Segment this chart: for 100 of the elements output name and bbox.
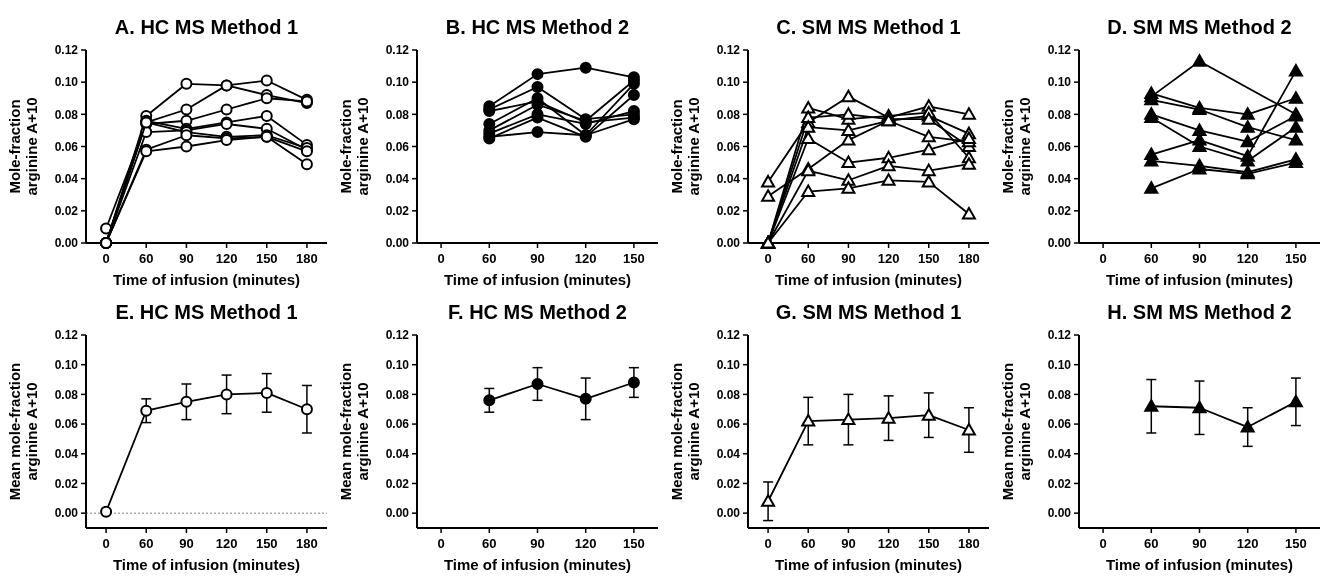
- x-axis-title: Time of infusion (minutes): [443, 271, 632, 288]
- x-tick-label: 120: [1236, 251, 1259, 266]
- y-tick-label: 0.10: [1047, 75, 1072, 90]
- x-tick-label: 120: [574, 251, 597, 266]
- x-tick-label: 60: [139, 251, 154, 266]
- y-axis-title: Mean mole-fraction arginine A+10: [5, 362, 40, 501]
- y-tick-label: 0.12: [716, 43, 741, 58]
- y-axis-title: Mean mole-fraction arginine A+10: [998, 362, 1033, 501]
- y-tick-label: 0.06: [716, 417, 741, 432]
- y-tick-label: 0.02: [385, 476, 410, 491]
- y-tick-label: 0.08: [716, 387, 741, 402]
- y-tick-label: 0.00: [54, 236, 79, 251]
- y-tick-label: 0.12: [54, 43, 79, 58]
- y-tick-label: 0.00: [54, 506, 79, 521]
- x-tick-label: 0: [102, 251, 110, 266]
- y-tick-label: 0.04: [716, 171, 741, 186]
- x-tick-label: 90: [179, 536, 194, 551]
- x-tick-label: 90: [1192, 536, 1207, 551]
- x-tick-label: 0: [1099, 251, 1107, 266]
- chart-title: F. HC MS Method 2: [448, 301, 627, 323]
- y-tick-label: 0.12: [54, 328, 79, 343]
- y-tick-label: 0.04: [54, 446, 79, 461]
- y-tick-label: 0.06: [54, 417, 79, 432]
- x-tick-label: 90: [841, 536, 856, 551]
- y-tick-label: 0.02: [1047, 476, 1072, 491]
- y-tick-label: 0.04: [1047, 171, 1072, 186]
- x-tick-label: 180: [958, 251, 980, 266]
- x-axis-title: Time of infusion (minutes): [1105, 556, 1294, 573]
- y-tick-label: 0.08: [1047, 387, 1072, 402]
- x-tick-label: 60: [482, 536, 497, 551]
- y-tick-label: 0.08: [716, 107, 741, 122]
- y-tick-label: 0.10: [54, 75, 79, 90]
- y-axis-title: Mole-fraction arginine A+10: [5, 97, 40, 196]
- y-tick-label: 0.04: [385, 446, 410, 461]
- y-tick-label: 0.10: [716, 357, 741, 372]
- y-tick-label: 0.02: [54, 204, 79, 219]
- y-tick-label: 0.12: [385, 328, 410, 343]
- y-tick-label: 0.04: [385, 171, 410, 186]
- chart-title: B. HC MS Method 2: [445, 16, 630, 38]
- y-tick-label: 0.04: [716, 446, 741, 461]
- x-axis-title: Time of infusion (minutes): [1105, 271, 1294, 288]
- chart-title: H. SM MS Method 2: [1107, 301, 1292, 323]
- x-tick-label: 0: [764, 536, 772, 551]
- y-tick-label: 0.10: [54, 357, 79, 372]
- y-axis-title: Mean mole-fraction arginine A+10: [667, 362, 702, 501]
- x-tick-label: 60: [139, 536, 154, 551]
- y-tick-label: 0.02: [716, 204, 741, 219]
- y-axis-title: Mole-fraction arginine A+10: [336, 97, 371, 196]
- y-tick-label: 0.10: [716, 75, 741, 90]
- y-tick-label: 0.12: [1047, 328, 1072, 343]
- x-tick-label: 180: [296, 251, 318, 266]
- x-tick-label: 150: [255, 536, 278, 551]
- x-tick-label: 120: [1236, 536, 1259, 551]
- x-tick-label: 180: [296, 536, 318, 551]
- y-tick-label: 0.08: [385, 387, 410, 402]
- y-axis-title: Mole-fraction arginine A+10: [667, 97, 702, 196]
- y-tick-label: 0.12: [385, 43, 410, 58]
- x-tick-label: 0: [764, 251, 772, 266]
- x-tick-label: 0: [437, 536, 445, 551]
- x-tick-label: 90: [179, 251, 194, 266]
- x-tick-label: 60: [801, 251, 816, 266]
- x-tick-label: 150: [1285, 536, 1307, 551]
- chart-title: G. SM MS Method 1: [775, 301, 962, 323]
- y-tick-label: 0.10: [1047, 357, 1072, 372]
- y-tick-label: 0.04: [1047, 446, 1072, 461]
- y-tick-label: 0.00: [716, 506, 741, 521]
- y-tick-label: 0.06: [385, 417, 410, 432]
- x-tick-label: 90: [530, 536, 545, 551]
- y-axis-title: Mole-fraction arginine A+10: [998, 97, 1033, 196]
- x-tick-label: 60: [801, 536, 816, 551]
- x-tick-label: 150: [1285, 251, 1307, 266]
- x-tick-label: 0: [1099, 536, 1107, 551]
- y-tick-label: 0.00: [716, 236, 741, 251]
- y-axis-title: Mean mole-fraction arginine A+10: [336, 362, 371, 501]
- chart-title: D. SM MS Method 2: [1107, 16, 1292, 38]
- y-tick-label: 0.06: [1047, 417, 1072, 432]
- y-tick-label: 0.12: [1047, 43, 1072, 58]
- x-axis-title: Time of infusion (minutes): [443, 556, 632, 573]
- x-tick-label: 150: [917, 536, 940, 551]
- x-tick-label: 150: [917, 251, 940, 266]
- x-tick-label: 60: [482, 251, 497, 266]
- chart-title: A. HC MS Method 1: [114, 16, 299, 38]
- y-tick-label: 0.02: [716, 476, 741, 491]
- x-tick-label: 150: [623, 251, 645, 266]
- x-axis-title: Time of infusion (minutes): [112, 271, 301, 288]
- y-tick-label: 0.12: [716, 328, 741, 343]
- y-tick-label: 0.06: [385, 139, 410, 154]
- x-tick-label: 90: [1192, 251, 1207, 266]
- y-tick-label: 0.00: [1047, 236, 1072, 251]
- y-tick-label: 0.02: [385, 204, 410, 219]
- x-tick-label: 120: [877, 251, 900, 266]
- y-tick-label: 0.08: [54, 387, 79, 402]
- x-tick-label: 120: [877, 536, 900, 551]
- y-tick-label: 0.08: [54, 107, 79, 122]
- x-tick-label: 90: [841, 251, 856, 266]
- y-tick-label: 0.10: [385, 75, 410, 90]
- y-tick-label: 0.08: [1047, 107, 1072, 122]
- y-tick-label: 0.00: [1047, 506, 1072, 521]
- y-tick-label: 0.00: [385, 236, 410, 251]
- y-tick-label: 0.06: [1047, 139, 1072, 154]
